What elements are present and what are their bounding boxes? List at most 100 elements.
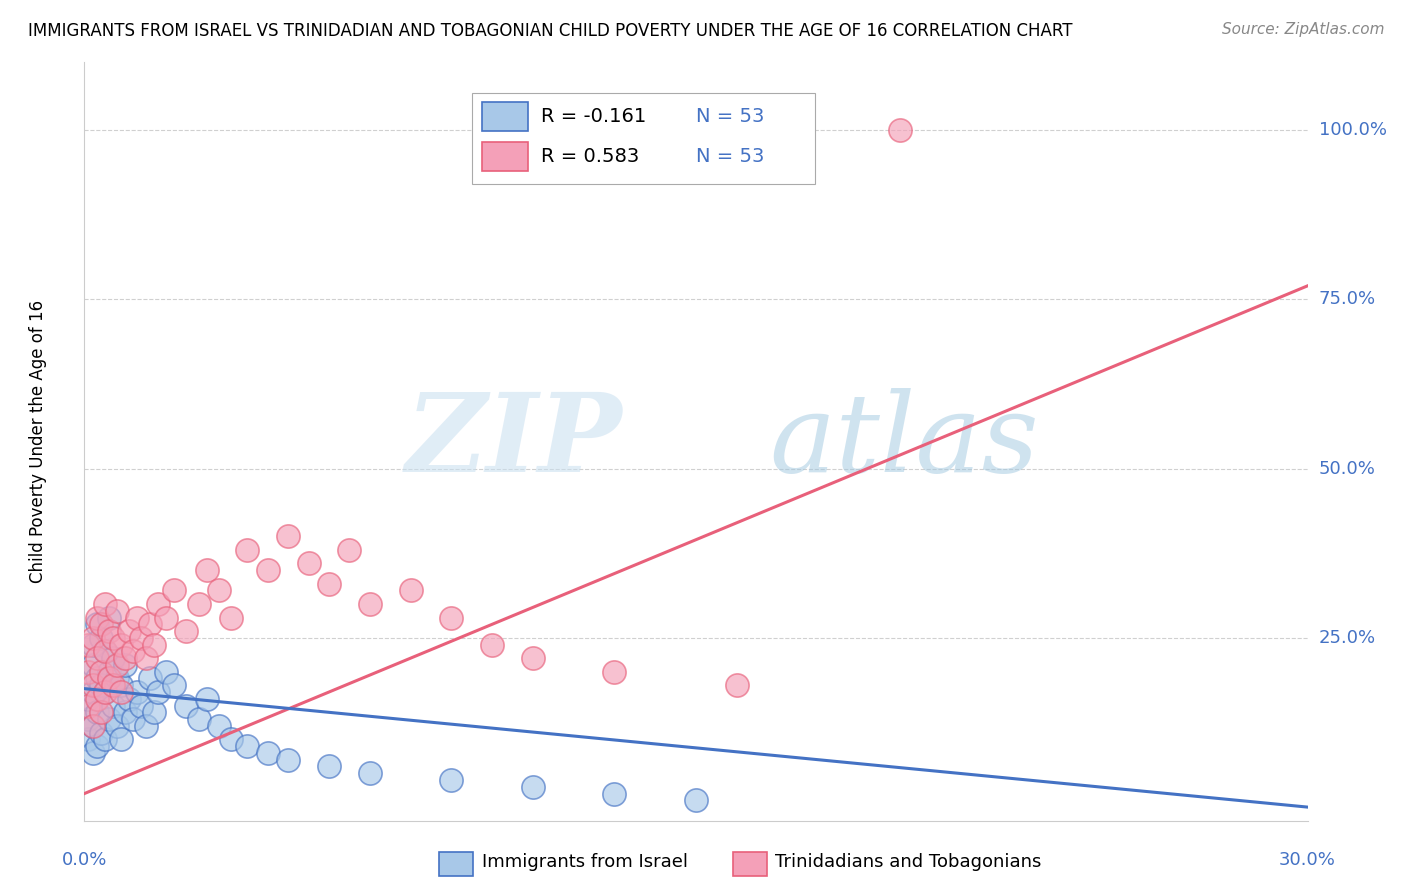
Point (187, 597, 209, 611)
Point (174, 698, 197, 713)
Point (298, 557, 321, 571)
Point (82, 638, 104, 652)
Point (82, 678, 104, 692)
Point (93, 597, 115, 611)
Point (118, 624, 141, 639)
Bar (439, 852, 474, 876)
Point (97, 610, 120, 624)
Point (208, 719, 231, 733)
Point (77, 691, 100, 706)
Text: 75.0%: 75.0% (1319, 291, 1376, 309)
Point (440, 772, 463, 787)
Point (257, 746, 280, 760)
Point (93, 644, 115, 658)
Point (142, 706, 165, 720)
Point (318, 576, 340, 591)
Point (77, 712, 100, 726)
Point (131, 631, 153, 645)
Point (127, 610, 149, 624)
Bar (482, 102, 529, 130)
Point (146, 685, 169, 699)
Point (86, 610, 108, 624)
Point (122, 644, 145, 658)
Text: Immigrants from Israel: Immigrants from Israel (482, 854, 688, 871)
Point (93, 732, 115, 747)
Point (127, 685, 149, 699)
Point (77, 698, 100, 713)
Point (110, 685, 132, 699)
Point (77, 638, 100, 652)
Text: ZIP: ZIP (406, 388, 623, 495)
Point (163, 583, 186, 598)
Point (195, 691, 218, 706)
Point (105, 657, 128, 672)
Point (77, 665, 100, 679)
Point (318, 759, 340, 773)
Point (114, 657, 136, 672)
Bar (482, 142, 529, 171)
Point (110, 732, 132, 747)
Point (118, 691, 141, 706)
Point (122, 712, 145, 726)
Text: Child Poverty Under the Age of 16: Child Poverty Under the Age of 16 (30, 300, 46, 583)
Point (101, 651, 124, 665)
Point (90, 665, 112, 679)
Point (82, 631, 104, 645)
Point (339, 542, 361, 557)
Point (86, 706, 108, 720)
Point (86, 617, 108, 632)
Point (685, 793, 707, 807)
Point (90, 678, 112, 692)
Text: Trinidadians and Tobagonians: Trinidadians and Tobagonians (776, 854, 1042, 871)
Point (155, 610, 177, 624)
Point (131, 698, 153, 713)
Bar (733, 852, 766, 876)
Point (138, 672, 160, 686)
Point (97, 712, 120, 726)
Point (82, 719, 104, 733)
Point (101, 631, 124, 645)
Text: Source: ZipAtlas.com: Source: ZipAtlas.com (1222, 22, 1385, 37)
Text: N = 53: N = 53 (696, 147, 765, 166)
Point (522, 780, 544, 794)
Point (219, 610, 242, 624)
Text: 50.0%: 50.0% (1319, 459, 1375, 477)
Text: 0.0%: 0.0% (62, 851, 107, 869)
FancyBboxPatch shape (472, 93, 814, 184)
Point (105, 672, 128, 686)
Point (219, 732, 242, 747)
Point (105, 604, 128, 618)
Text: 25.0%: 25.0% (1319, 629, 1376, 647)
Point (236, 542, 259, 557)
Point (82, 657, 104, 672)
Point (97, 672, 120, 686)
Point (257, 563, 280, 577)
Point (86, 672, 108, 686)
Point (522, 651, 544, 665)
Point (163, 678, 186, 692)
Point (90, 617, 112, 632)
Point (82, 719, 104, 733)
Point (90, 706, 112, 720)
Point (82, 746, 104, 760)
Point (187, 712, 209, 726)
Point (208, 583, 231, 598)
Point (86, 691, 108, 706)
Point (86, 739, 108, 754)
Point (481, 638, 503, 652)
Text: N = 53: N = 53 (696, 107, 765, 126)
Point (359, 766, 381, 780)
Point (174, 624, 197, 639)
Point (86, 651, 108, 665)
Point (135, 651, 157, 665)
Point (359, 597, 381, 611)
Point (97, 624, 120, 639)
Point (142, 638, 165, 652)
Text: R = -0.161: R = -0.161 (541, 107, 645, 126)
Point (138, 617, 160, 632)
Text: 30.0%: 30.0% (1279, 851, 1336, 869)
Point (90, 725, 112, 739)
Point (110, 678, 132, 692)
Point (725, 678, 748, 692)
Point (603, 665, 626, 679)
